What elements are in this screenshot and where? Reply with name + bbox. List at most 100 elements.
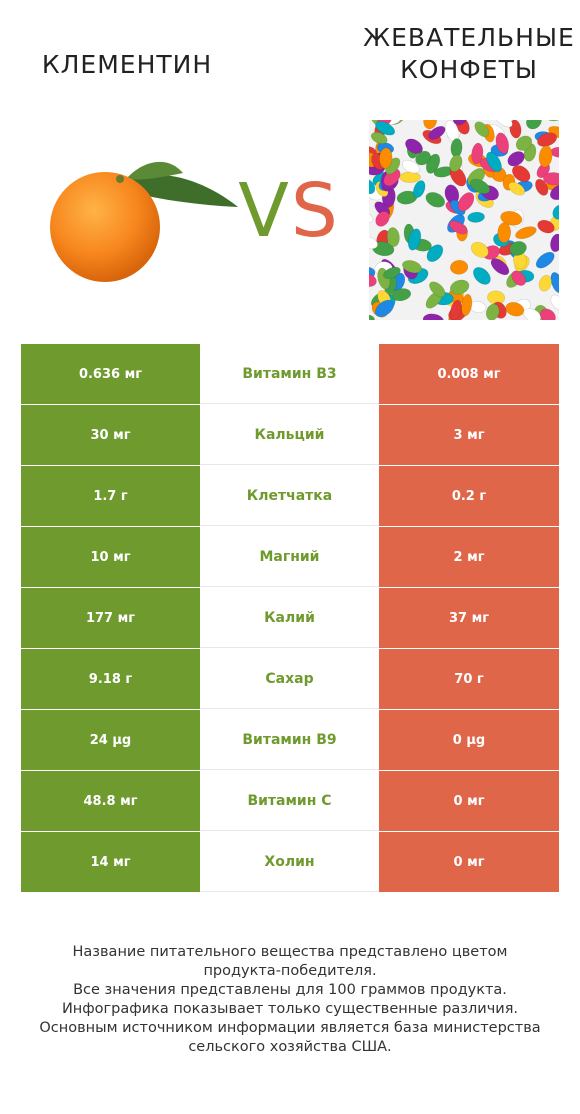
jelly-bean	[535, 178, 549, 196]
nutrient-name: Холин	[200, 832, 379, 892]
right-value: 0 мг	[379, 771, 559, 831]
jelly-bean	[493, 120, 513, 128]
table-row: 30 мг Кальций 3 мг	[21, 405, 559, 466]
jelly-bean	[386, 227, 400, 247]
jelly-bean	[369, 236, 378, 250]
jelly-bean	[428, 125, 446, 140]
right-value: 0 µg	[379, 710, 559, 770]
right-value: 0.2 г	[379, 466, 559, 526]
right-value: 0 мг	[379, 832, 559, 892]
jelly-bean	[461, 293, 473, 317]
footer-line: сельского хозяйства США.	[188, 1039, 392, 1055]
jelly-bean	[550, 294, 559, 311]
jelly-bean	[467, 211, 485, 223]
right-value: 70 г	[379, 649, 559, 709]
vs-v: V	[238, 168, 291, 254]
jelly-bean	[374, 299, 395, 318]
jelly-bean	[471, 142, 484, 165]
jelly-bean	[470, 241, 489, 258]
jelly-bean	[515, 135, 533, 151]
nutrient-name: Витамин B3	[200, 344, 379, 404]
footer-line: Основным источником информации является …	[39, 1020, 541, 1036]
jelly-bean	[473, 267, 491, 285]
jelly-bean	[450, 299, 462, 320]
jelly-bean	[474, 121, 490, 138]
nutrient-name: Клетчатка	[200, 466, 379, 526]
jelly-bean	[500, 210, 523, 226]
jelly-bean	[535, 251, 555, 269]
right-title-line-1: ЖЕВАТЕЛЬНЫЕ	[363, 23, 575, 52]
jelly-bean	[543, 172, 559, 186]
jelly-bean	[544, 120, 559, 122]
jelly-bean	[508, 181, 526, 196]
jelly-bean	[495, 132, 510, 154]
footer-line: Название питательного вещества представл…	[72, 944, 508, 960]
nutrient-name: Калий	[200, 588, 379, 648]
jelly-bean	[369, 178, 376, 195]
jelly-bean	[526, 120, 542, 130]
table-row: 0.636 мг Витамин B3 0.008 мг	[21, 344, 559, 405]
table-row: 177 мг Калий 37 мг	[21, 588, 559, 649]
jelly-bean	[399, 171, 421, 183]
nutrient-name: Кальций	[200, 405, 379, 465]
jelly-bean	[538, 145, 553, 168]
nutrient-name: Магний	[200, 527, 379, 587]
jelly-bean	[370, 131, 388, 145]
left-value: 1.7 г	[21, 466, 200, 526]
left-value: 48.8 мг	[21, 771, 200, 831]
jelly-bean	[369, 211, 374, 224]
left-product-title: КЛЕМЕНТИН	[41, 50, 213, 79]
table-row: 9.18 г Сахар 70 г	[21, 649, 559, 710]
left-value: 0.636 мг	[21, 344, 200, 404]
footer-line: продукта-победителя.	[203, 963, 377, 979]
left-value: 30 мг	[21, 405, 200, 465]
nutrient-name: Витамин B9	[200, 710, 379, 770]
table-row: 24 µg Витамин B9 0 µg	[21, 710, 559, 771]
jelly-bean	[523, 308, 542, 320]
jelly-bean	[379, 147, 393, 169]
jelly-bean	[369, 314, 375, 320]
vs-s: S	[290, 168, 340, 254]
right-value: 0.008 мг	[379, 344, 559, 404]
left-value: 9.18 г	[21, 649, 200, 709]
table-row: 1.7 г Клетчатка 0.2 г	[21, 466, 559, 527]
jelly-bean	[538, 274, 552, 292]
jelly-bean	[537, 132, 558, 147]
jelly-bean	[425, 192, 446, 208]
right-value: 37 мг	[379, 588, 559, 648]
right-value: 2 мг	[379, 527, 559, 587]
right-title-line-2: КОНФЕТЫ	[400, 55, 538, 84]
jelly-bean	[423, 120, 437, 130]
jelly-bean	[486, 151, 502, 173]
jelly-bean	[511, 165, 531, 183]
vs-label: VS	[224, 166, 354, 256]
jelly-bean	[448, 220, 468, 235]
footer-note: Название питательного вещества представл…	[10, 943, 570, 1057]
jelly-bean	[412, 180, 426, 199]
left-value: 177 мг	[21, 588, 200, 648]
jelly-bean	[552, 204, 559, 220]
nutrient-name: Сахар	[200, 649, 379, 709]
jelly-bean	[485, 303, 500, 320]
jelly-beans-image	[369, 120, 559, 320]
table-row: 14 мг Холин 0 мг	[21, 832, 559, 893]
jelly-bean	[391, 288, 412, 302]
jelly-bean	[449, 279, 470, 295]
jelly-bean	[450, 259, 469, 275]
jelly-bean	[550, 272, 559, 294]
jelly-bean	[422, 313, 445, 320]
jelly-bean	[402, 160, 420, 174]
jelly-bean	[369, 273, 377, 288]
jelly-bean	[375, 121, 396, 136]
jelly-bean	[507, 151, 525, 167]
jelly-bean	[457, 192, 475, 212]
clementine-image	[50, 161, 238, 282]
jelly-bean	[490, 258, 510, 276]
jelly-bean	[415, 150, 431, 166]
footer-line: Инфографика показывает только существенн…	[61, 1001, 519, 1017]
jelly-bean	[405, 138, 423, 155]
jelly-bean	[537, 219, 555, 234]
table-row: 10 мг Магний 2 мг	[21, 527, 559, 588]
jelly-bean	[511, 270, 527, 286]
